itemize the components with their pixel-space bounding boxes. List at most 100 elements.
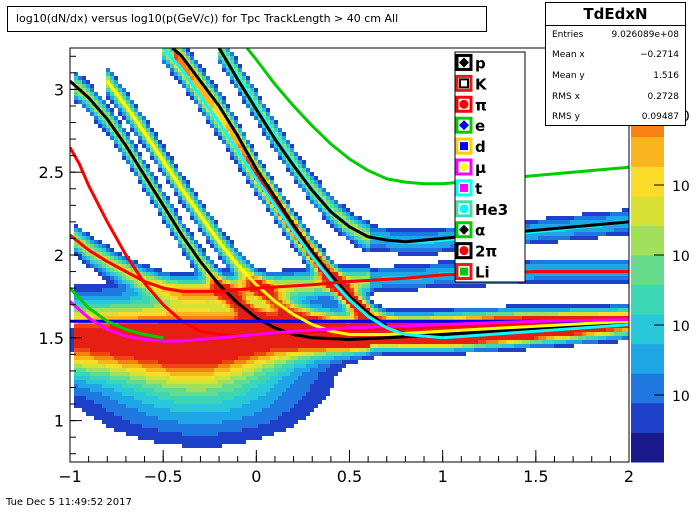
heat-cell — [286, 304, 290, 308]
heat-cell — [290, 276, 294, 280]
heat-cell — [470, 348, 474, 352]
heat-cell — [282, 156, 286, 160]
heat-cell — [350, 228, 354, 232]
heat-cell — [82, 88, 86, 92]
heat-cell — [154, 196, 158, 200]
heat-cell — [194, 348, 198, 352]
heat-cell — [234, 340, 238, 344]
heat-cell — [302, 392, 306, 396]
heat-cell — [74, 92, 78, 96]
heat-cell — [266, 112, 270, 116]
heat-cell — [178, 224, 182, 228]
heat-cell — [138, 368, 142, 372]
heat-cell — [138, 304, 142, 308]
heat-cell — [238, 308, 242, 312]
heat-cell — [286, 144, 290, 148]
heat-cell — [202, 304, 206, 308]
heat-cell — [238, 284, 242, 288]
heat-cell — [370, 224, 374, 228]
heat-cell — [194, 356, 198, 360]
heat-cell — [246, 316, 250, 320]
heat-cell — [118, 92, 122, 96]
heat-cell — [258, 296, 262, 300]
heat-cell — [226, 340, 230, 344]
heat-cell — [174, 412, 178, 416]
heat-cell — [222, 48, 226, 52]
heat-cell — [78, 304, 82, 308]
heat-cell — [162, 384, 166, 388]
heat-cell — [174, 408, 178, 412]
heat-cell — [138, 348, 142, 352]
heat-cell — [302, 160, 306, 164]
heat-cell — [82, 408, 86, 412]
heat-cell — [110, 304, 114, 308]
heat-cell — [326, 364, 330, 368]
heat-cell — [114, 384, 118, 388]
heat-cell — [258, 368, 262, 372]
heat-cell — [238, 332, 242, 336]
heat-cell — [154, 360, 158, 364]
heat-cell — [138, 296, 142, 300]
heat-cell — [114, 372, 118, 376]
heat-cell — [158, 420, 162, 424]
heat-cell — [98, 396, 102, 400]
heat-cell — [306, 316, 310, 320]
heat-cell — [226, 368, 230, 372]
heat-cell — [142, 288, 146, 292]
heat-cell — [322, 300, 326, 304]
heat-cell — [306, 396, 310, 400]
heat-cell — [282, 220, 286, 224]
heat-cell — [314, 176, 318, 180]
heat-cell — [162, 192, 166, 196]
heat-cell — [274, 404, 278, 408]
heat-cell — [202, 284, 206, 288]
heat-cell — [86, 288, 90, 292]
heat-cell — [230, 60, 234, 64]
heat-cell — [238, 312, 242, 316]
heat-cell — [290, 152, 294, 156]
heat-cell — [450, 284, 454, 288]
heat-cell — [282, 204, 286, 208]
heat-cell — [142, 328, 146, 332]
heat-cell — [218, 132, 222, 136]
heat-cell — [150, 396, 154, 400]
heat-cell — [242, 324, 246, 328]
heat-cell — [106, 68, 110, 72]
heat-cell — [134, 156, 138, 160]
heat-cell — [206, 284, 210, 288]
heat-cell — [230, 248, 234, 252]
heat-cell — [186, 304, 190, 308]
heat-cell — [394, 248, 398, 252]
heat-cell — [290, 308, 294, 312]
heat-cell — [254, 392, 258, 396]
heat-cell — [82, 328, 86, 332]
heat-cell — [422, 232, 426, 236]
heat-cell — [218, 404, 222, 408]
heat-cell — [474, 316, 478, 320]
heat-cell — [214, 228, 218, 232]
heat-cell — [170, 184, 174, 188]
heat-cell — [354, 284, 358, 288]
heat-cell — [434, 252, 438, 256]
heat-cell — [398, 248, 402, 252]
heat-cell — [446, 312, 450, 316]
heat-cell — [150, 420, 154, 424]
heat-cell — [210, 360, 214, 364]
heat-cell — [302, 388, 306, 392]
heat-cell — [166, 344, 170, 348]
heat-cell — [358, 264, 362, 268]
heat-cell — [90, 332, 94, 336]
heat-cell — [86, 92, 90, 96]
heat-cell — [246, 300, 250, 304]
heat-cell — [290, 364, 294, 368]
heat-cell — [210, 376, 214, 380]
heat-cell — [246, 80, 250, 84]
heat-cell — [294, 308, 298, 312]
heat-cell — [330, 312, 334, 316]
heat-cell — [86, 100, 90, 104]
heat-cell — [126, 116, 130, 120]
heat-cell — [142, 140, 146, 144]
heat-cell — [74, 356, 78, 360]
heat-cell — [338, 340, 342, 344]
heat-cell — [194, 284, 198, 288]
